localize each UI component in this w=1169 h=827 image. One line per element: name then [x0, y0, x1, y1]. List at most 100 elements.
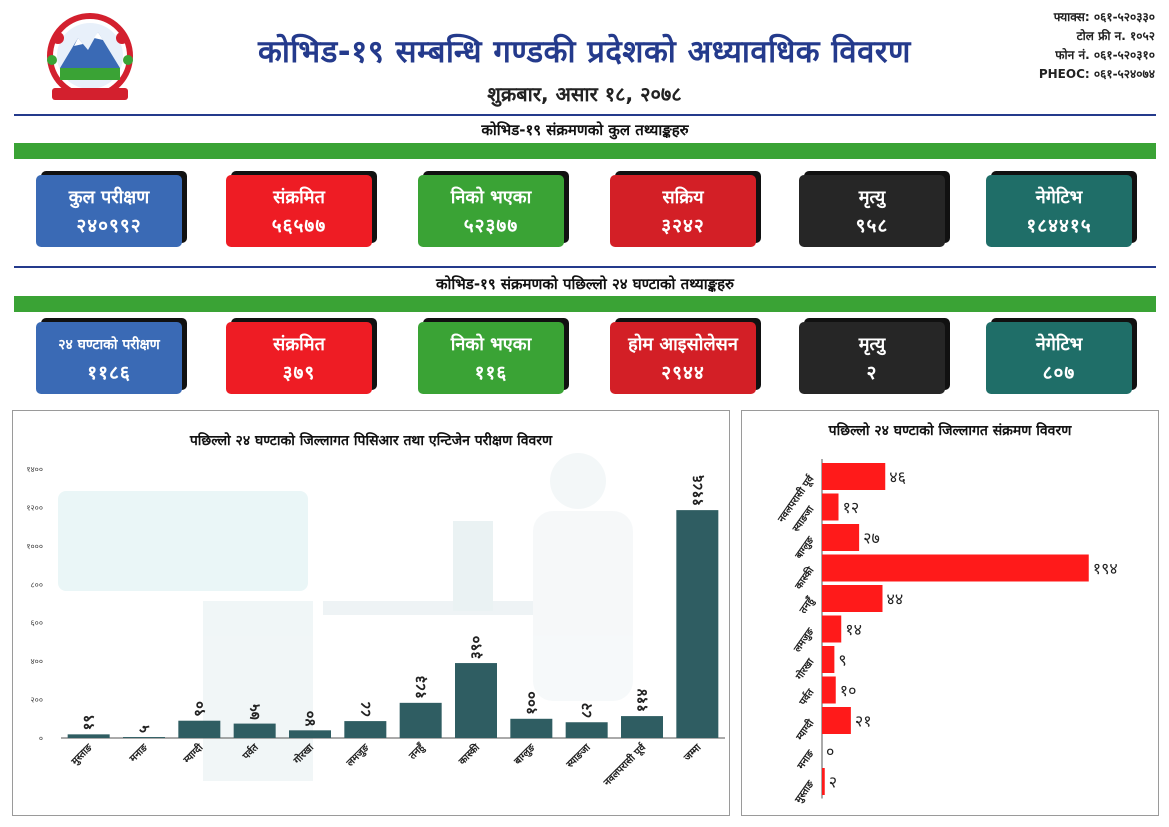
- bar-value-label: ९०: [190, 701, 208, 717]
- y-tick-label: ४००: [31, 657, 43, 666]
- bar-value-label: ७५: [246, 704, 264, 720]
- infections-chart-panel: पछिल्लो २४ घण्टाको जिल्लागत संक्रमण विवर…: [741, 410, 1159, 816]
- bar: [822, 524, 860, 551]
- stat-card-value: ११६: [474, 362, 508, 384]
- stat-card-label: संक्रमित: [273, 334, 325, 355]
- x-category-label: कास्की: [455, 741, 482, 768]
- x-category-label: स्याङजा: [564, 742, 593, 771]
- bar: [178, 720, 221, 738]
- bar-value-label: ४६: [889, 468, 906, 487]
- bar-value-label: ९: [838, 651, 846, 670]
- stat-card-label: निको भएका: [450, 334, 532, 355]
- tests-bar-chart: ० २०० ४०० ६०० ८०० १००० १२०० १४०० १९ मुस्ताङ ५ मनाङ ९…: [26, 453, 725, 790]
- bar: [455, 663, 497, 738]
- scientist-body-shape: [533, 511, 633, 701]
- bar: [344, 721, 387, 738]
- bar-value-label: २१: [855, 712, 872, 731]
- lab-cabinet-shape: [203, 601, 313, 781]
- phone-number: फोन नं. ०६१-५२०३१०: [1055, 48, 1155, 62]
- stat-card-label: संक्रमित: [273, 187, 325, 208]
- bar-value-label: ११८६: [688, 475, 706, 506]
- y-tick-label: १४००: [26, 465, 43, 474]
- stat-card-label: निको भएका: [450, 187, 532, 208]
- bar: [67, 734, 110, 738]
- stat-card-value: १८४४१५: [1026, 215, 1092, 237]
- bar: [822, 676, 836, 704]
- bar-value-label: १००: [522, 691, 540, 715]
- bar: [565, 722, 608, 738]
- total-section-title: कोभिड-१९ संक्रमणको कुल तथ्याङ्कहरु: [481, 121, 689, 139]
- bar-value-label: ३९०: [467, 635, 485, 659]
- stat-card-value: ५६५७७: [271, 215, 327, 237]
- stat-card-value: ३२४२: [661, 215, 705, 237]
- fax-number: फ्याक्स: ०६१-५२०३३०: [1053, 10, 1155, 24]
- y-category-label: लमजुङ: [792, 626, 817, 655]
- stat-card: निको भएका ११६: [418, 322, 564, 394]
- bar: [822, 768, 825, 795]
- pheoc-number: PHEOC: ०६१-५२४०७४: [1038, 67, 1155, 81]
- bar: [822, 615, 842, 643]
- stat-card: संक्रमित ३७९: [226, 322, 372, 394]
- stat-card-value: २: [866, 362, 878, 384]
- bar-value-label: ४०: [301, 711, 319, 727]
- green-band: [14, 296, 1156, 312]
- bar: [822, 707, 851, 734]
- stat-card-value: ५२३७७: [463, 215, 519, 237]
- y-tick-label: ६००: [31, 619, 43, 628]
- bar: [510, 718, 553, 738]
- y-category-label: कास्की: [791, 564, 816, 593]
- y-category-label: म्याग्दी: [792, 716, 816, 743]
- lab-machine-shape: [58, 491, 308, 591]
- bar: [822, 463, 886, 490]
- contact-info: फ्याक्स: ०६१-५२०३३० टोल फ्री न. १०५२ फोन…: [1039, 8, 1155, 84]
- bar-value-label: १९: [80, 715, 98, 731]
- x-category-label: मुस्ताङ: [69, 742, 95, 768]
- stat-card: मृत्यु २: [799, 322, 945, 394]
- divider: [14, 114, 1156, 116]
- y-tick-label: १०००: [26, 542, 43, 551]
- bar-value-label: २७: [863, 529, 880, 548]
- stat-card: २४ घण्टाको परीक्षण ११८६: [36, 322, 182, 394]
- stat-card-label: मृत्यु: [858, 187, 886, 208]
- bar: [123, 737, 165, 738]
- bar-value-label: ८८: [356, 701, 374, 717]
- stat-card: नेगेटिभ ८०७: [986, 322, 1132, 394]
- stat-card-value: ९५८: [855, 215, 889, 237]
- x-category-label: तनहुँ: [405, 740, 428, 763]
- infections-chart-title: पछिल्लो २४ घण्टाको जिल्लागत संक्रमण विवर…: [828, 423, 1072, 439]
- bar: [621, 716, 663, 738]
- bar-value-label: ४४: [887, 590, 904, 609]
- y-tick-label: ८००: [31, 580, 43, 589]
- bar: [676, 510, 719, 738]
- bar: [289, 730, 331, 738]
- stat-card: होम आइसोलेसन २९४४: [610, 322, 756, 394]
- stat-card: नेगेटिभ १८४४१५: [986, 175, 1132, 247]
- bar-value-label: १९४: [1093, 559, 1118, 578]
- page-title: कोभिड-१९ सम्बन्धि गण्डकी प्रदेशको अध्याव…: [258, 34, 911, 70]
- green-band: [14, 143, 1156, 159]
- x-category-label: म्याग्दी: [180, 741, 206, 767]
- stat-card-label: नेगेटिभ: [1035, 187, 1083, 208]
- bar-value-label: ०: [826, 742, 834, 761]
- stat-card-value: ३७९: [282, 362, 316, 384]
- bar-value-label: २: [829, 773, 837, 792]
- bar-value-label: १४: [845, 620, 862, 639]
- stat-card: संक्रमित ५६५७७: [226, 175, 372, 247]
- bar-value-label: १०: [840, 681, 857, 700]
- y-category-label: मनाङ: [795, 748, 817, 772]
- y-category-label: गोरखा: [792, 655, 817, 683]
- stat-card: कुल परीक्षण २४०९९२: [36, 175, 182, 247]
- stat-card-label: सक्रिय: [662, 187, 704, 208]
- x-category-label: मनाङ: [127, 742, 150, 765]
- stat-card-label: नेगेटिभ: [1035, 334, 1083, 355]
- 24h-section-title: कोभिड-१९ संक्रमणको पछिल्लो २४ घण्टाको तथ…: [435, 275, 735, 293]
- bar-value-label: ५: [135, 725, 153, 733]
- bar: [822, 585, 883, 612]
- y-category-label: बाग्लुङ: [793, 534, 817, 562]
- gandaki-province-emblem: [47, 13, 133, 100]
- y-category-label: पर्वत: [796, 685, 818, 708]
- stat-card-label: २४ घण्टाको परीक्षण: [58, 337, 160, 353]
- stat-card-value: २४०९९२: [76, 215, 142, 237]
- stat-card-label: कुल परीक्षण: [68, 187, 150, 208]
